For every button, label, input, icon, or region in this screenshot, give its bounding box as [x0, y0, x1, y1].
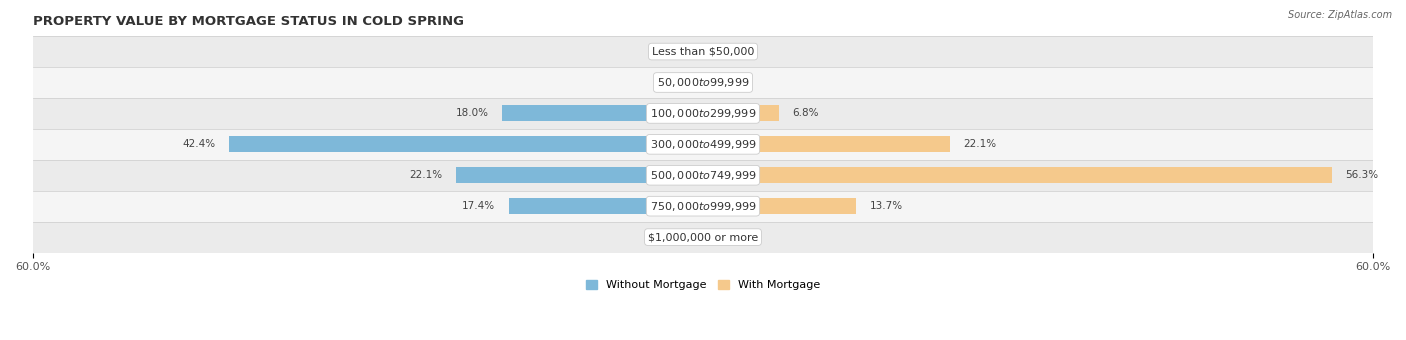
Text: 0.0%: 0.0%: [714, 78, 740, 87]
Bar: [32, 129, 1374, 160]
Text: $300,000 to $499,999: $300,000 to $499,999: [650, 138, 756, 151]
Text: Less than $50,000: Less than $50,000: [652, 47, 754, 56]
Bar: [703, 136, 950, 152]
Bar: [509, 198, 703, 214]
Bar: [502, 105, 703, 121]
Bar: [229, 136, 703, 152]
Text: 22.1%: 22.1%: [409, 170, 443, 180]
Bar: [32, 160, 1374, 191]
Text: 1.1%: 1.1%: [728, 232, 755, 242]
Text: 42.4%: 42.4%: [183, 139, 217, 149]
Bar: [703, 167, 1331, 183]
Bar: [456, 167, 703, 183]
Text: 0.0%: 0.0%: [666, 232, 692, 242]
Bar: [703, 105, 779, 121]
Text: PROPERTY VALUE BY MORTGAGE STATUS IN COLD SPRING: PROPERTY VALUE BY MORTGAGE STATUS IN COL…: [32, 15, 464, 28]
Text: 18.0%: 18.0%: [456, 108, 488, 118]
Legend: Without Mortgage, With Mortgage: Without Mortgage, With Mortgage: [582, 275, 824, 295]
Text: $100,000 to $299,999: $100,000 to $299,999: [650, 107, 756, 120]
Bar: [32, 222, 1374, 253]
Text: $50,000 to $99,999: $50,000 to $99,999: [657, 76, 749, 89]
Text: $1,000,000 or more: $1,000,000 or more: [648, 232, 758, 242]
Text: $500,000 to $749,999: $500,000 to $749,999: [650, 169, 756, 182]
Text: 17.4%: 17.4%: [463, 201, 495, 211]
Text: $750,000 to $999,999: $750,000 to $999,999: [650, 200, 756, 213]
Bar: [703, 229, 716, 245]
Text: 13.7%: 13.7%: [869, 201, 903, 211]
Bar: [32, 36, 1374, 67]
Text: 6.8%: 6.8%: [793, 108, 818, 118]
Bar: [32, 98, 1374, 129]
Bar: [32, 67, 1374, 98]
Text: 0.0%: 0.0%: [666, 78, 692, 87]
Text: 22.1%: 22.1%: [963, 139, 997, 149]
Bar: [32, 191, 1374, 222]
Text: 0.0%: 0.0%: [666, 47, 692, 56]
Bar: [703, 198, 856, 214]
Text: Source: ZipAtlas.com: Source: ZipAtlas.com: [1288, 10, 1392, 20]
Text: 0.0%: 0.0%: [714, 47, 740, 56]
Text: 56.3%: 56.3%: [1346, 170, 1378, 180]
